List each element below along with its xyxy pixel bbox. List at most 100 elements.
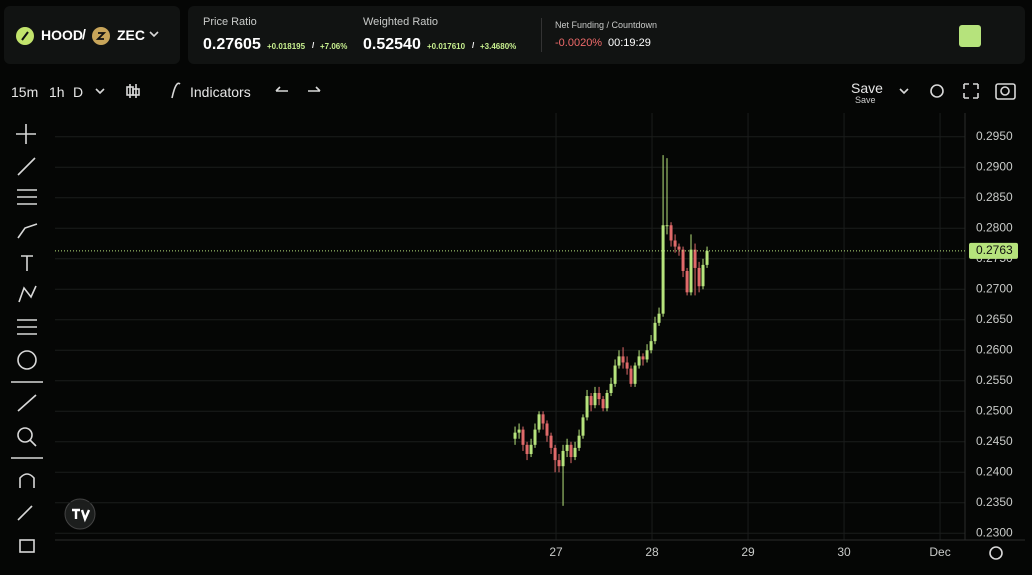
funding-value: -0.0020% <box>555 37 603 49</box>
candle-body <box>565 444 569 451</box>
y-tick-label: 0.2550 <box>976 373 1013 387</box>
separator: / <box>82 26 86 42</box>
candle-body <box>685 270 689 293</box>
candle-body <box>529 444 533 454</box>
candle-body <box>669 225 673 241</box>
y-tick-label: 0.2450 <box>976 434 1013 448</box>
candle-body <box>609 383 613 393</box>
candle-body <box>633 365 637 384</box>
stat-value: 0.52540 <box>363 36 421 53</box>
stat-value: 0.27605 <box>203 36 261 53</box>
candle-body <box>605 392 609 409</box>
y-tick-label: 0.2950 <box>976 129 1013 143</box>
candle-body <box>677 246 681 250</box>
stat-separator: / <box>472 41 475 50</box>
y-tick-label: 0.2850 <box>976 190 1013 204</box>
candle-body <box>617 356 621 366</box>
stat-change: +0.017610 <box>427 42 466 51</box>
candle-body <box>561 450 565 467</box>
save-sub: Save <box>855 95 876 105</box>
pair-panel[interactable]: HOOD / ZEC <box>4 6 180 64</box>
candle-body <box>541 414 545 424</box>
candle-body <box>641 356 645 360</box>
candle-body <box>521 429 525 445</box>
chevron <box>149 31 159 38</box>
stat-change-pct: +7.06% <box>320 42 348 51</box>
x-tick-label: Dec <box>929 545 950 559</box>
candle-body <box>705 250 709 265</box>
x-tick-label: 30 <box>837 545 851 559</box>
y-tick-label: 0.2900 <box>976 159 1013 173</box>
x-tick-label: 27 <box>549 545 563 559</box>
candle-body <box>693 249 697 268</box>
candle-body <box>681 249 685 271</box>
quote: ZEC <box>117 27 145 43</box>
tv-logo[interactable] <box>64 498 96 530</box>
y-tick-label: 0.2600 <box>976 342 1013 356</box>
stat-label: Price Ratio <box>203 16 257 28</box>
candle-body <box>597 392 601 400</box>
candle-body <box>569 444 573 458</box>
candle-body <box>573 447 577 458</box>
candle-body <box>517 429 521 433</box>
y-tick-label: 0.2650 <box>976 312 1013 326</box>
stat-label: Net Funding / Countdown <box>555 20 658 30</box>
interval[interactable]: D <box>73 84 84 100</box>
toolbar-icons <box>11 82 1016 560</box>
candle-body <box>649 341 653 351</box>
y-tick-label: 0.2800 <box>976 220 1013 234</box>
candle-body <box>701 264 705 287</box>
candle-body <box>533 429 537 445</box>
interval[interactable]: 1h <box>49 84 65 100</box>
chart-toggle[interactable] <box>959 25 981 47</box>
zec-icon <box>92 27 110 45</box>
candle-body <box>657 313 661 323</box>
candle-body <box>637 356 641 366</box>
stat-change-pct: +3.4680% <box>480 42 517 51</box>
candle-body <box>577 435 581 448</box>
y-tick-label: 0.2400 <box>976 464 1013 478</box>
save-button[interactable]: Save <box>851 80 883 96</box>
stats-panel: Price Ratio 0.27605 +0.018195 / +7.06% W… <box>188 6 1025 64</box>
candle-body <box>537 414 541 430</box>
last-price-box <box>969 242 1018 259</box>
interval[interactable]: 15m <box>11 84 39 100</box>
divider <box>541 18 542 52</box>
tv-mark <box>72 508 91 523</box>
candle-body <box>513 432 517 439</box>
y-tick-label: 0.2500 <box>976 403 1013 417</box>
candle-body <box>549 435 553 448</box>
x-tick-label: 29 <box>741 545 755 559</box>
stat-change: +0.018195 <box>267 42 306 51</box>
candle-body <box>645 350 649 360</box>
y-tick-label: 0.2300 <box>976 525 1013 539</box>
candle-body <box>629 368 633 384</box>
candle-body <box>585 396 589 418</box>
candle-body <box>553 447 557 461</box>
candle-body <box>589 396 593 406</box>
countdown: 00:19:29 <box>608 37 651 49</box>
candle-body <box>601 399 605 409</box>
candle-body <box>697 267 701 287</box>
candle-body <box>661 225 665 314</box>
indicators-button[interactable]: Indicators <box>190 84 251 100</box>
candle-body <box>621 356 625 363</box>
candle-body <box>581 417 585 436</box>
candle-body <box>593 392 597 406</box>
candle-body <box>665 225 669 227</box>
last-price-label: 0.2763 <box>976 243 1013 257</box>
hood-icon <box>16 27 34 45</box>
candle-body <box>625 362 629 369</box>
base: HOOD <box>41 27 83 43</box>
stat-separator: / <box>312 41 315 50</box>
candle-body <box>613 365 617 384</box>
candle-body <box>557 460 561 467</box>
candle-body <box>653 322 657 342</box>
y-tick-label: 0.2350 <box>976 495 1013 509</box>
x-tick-label: 28 <box>645 545 659 559</box>
stat-label: Weighted Ratio <box>363 16 439 28</box>
candle-body <box>689 249 693 293</box>
